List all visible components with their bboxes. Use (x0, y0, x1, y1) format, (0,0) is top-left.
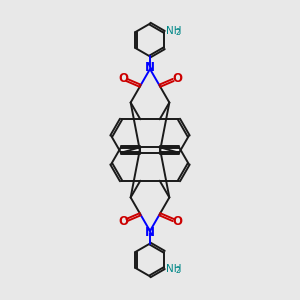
Text: N: N (145, 226, 155, 239)
Text: O: O (172, 72, 182, 85)
Text: O: O (172, 215, 182, 228)
Text: N: N (145, 61, 155, 74)
Text: NH: NH (166, 26, 182, 36)
Text: O: O (118, 72, 128, 85)
Text: 2: 2 (175, 28, 180, 37)
Text: 2: 2 (175, 266, 180, 275)
Text: NH: NH (166, 264, 182, 274)
Text: O: O (118, 215, 128, 228)
